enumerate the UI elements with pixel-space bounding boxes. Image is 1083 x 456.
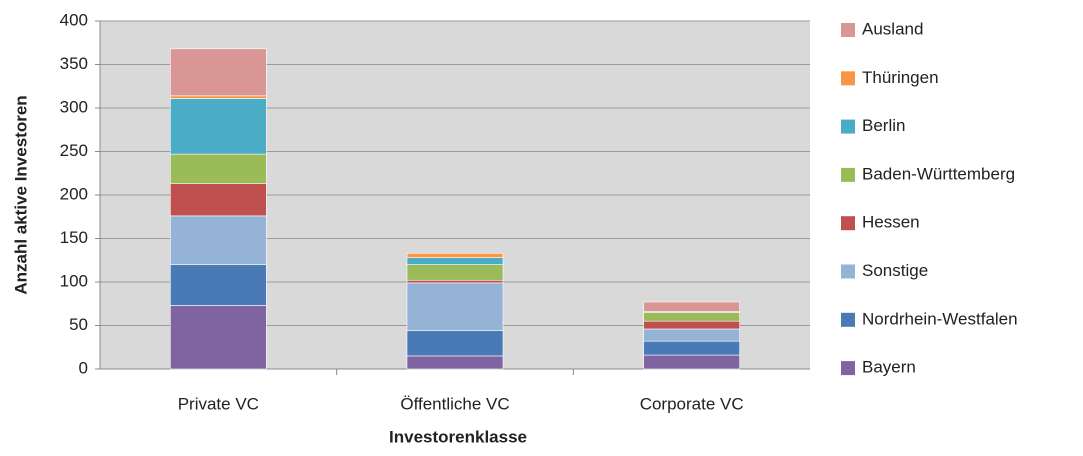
x-tick-label: Corporate VC xyxy=(640,394,744,413)
bar-segment xyxy=(170,153,267,184)
bar-segment xyxy=(406,257,504,265)
legend-label: Sonstige xyxy=(862,261,928,280)
bar-segment xyxy=(406,330,504,357)
legend-label: Berlin xyxy=(862,116,905,135)
bar-segment xyxy=(406,279,504,284)
legend-swatch xyxy=(841,167,855,182)
bar-segment xyxy=(170,48,267,97)
y-tick-label: 150 xyxy=(60,228,88,247)
bar-segment xyxy=(643,354,740,370)
bar-segment xyxy=(643,312,740,322)
legend-label: Ausland xyxy=(862,19,923,38)
bar-segment xyxy=(406,282,504,332)
legend-swatch xyxy=(841,312,855,327)
legend-swatch xyxy=(841,264,855,279)
x-axis-title: Investorenklasse xyxy=(389,427,527,446)
bar-segment xyxy=(643,340,740,356)
y-axis-title: Anzahl aktive Investoren xyxy=(11,95,30,294)
bar-segment xyxy=(643,301,740,312)
bar-segment xyxy=(170,98,267,155)
bar-segment xyxy=(406,264,504,281)
legend-label: Thüringen xyxy=(862,68,939,87)
legend-swatch xyxy=(841,361,855,376)
bar-segment xyxy=(406,355,504,370)
x-tick-label: Öffentliche VC xyxy=(400,394,509,413)
x-tick-label: Private VC xyxy=(178,394,259,413)
y-tick-label: 400 xyxy=(60,10,88,29)
y-tick-label: 100 xyxy=(60,271,88,290)
legend-label: Hessen xyxy=(862,213,920,232)
legend-label: Baden-Württemberg xyxy=(862,164,1015,183)
legend-label: Bayern xyxy=(862,358,916,377)
y-tick-label: 50 xyxy=(69,315,88,334)
bar-segment xyxy=(643,320,740,330)
bar-segment xyxy=(170,95,267,99)
y-tick-label: 250 xyxy=(60,141,88,160)
legend-swatch xyxy=(841,23,855,37)
bar-segment xyxy=(170,305,267,370)
y-tick-label: 200 xyxy=(60,184,88,203)
legend-swatch xyxy=(841,71,855,86)
bar-segment xyxy=(643,328,740,342)
bar-segment xyxy=(170,264,267,306)
legend-label: Nordrhein-Westfalen xyxy=(862,309,1018,328)
bar-segment xyxy=(170,215,267,265)
legend-swatch xyxy=(841,216,855,231)
y-tick-label: 300 xyxy=(60,97,88,116)
bar-segment xyxy=(406,252,504,258)
legend-swatch xyxy=(841,119,855,134)
bar-segment xyxy=(170,183,267,217)
y-tick-label: 0 xyxy=(79,358,88,377)
y-tick-label: 350 xyxy=(60,54,88,73)
